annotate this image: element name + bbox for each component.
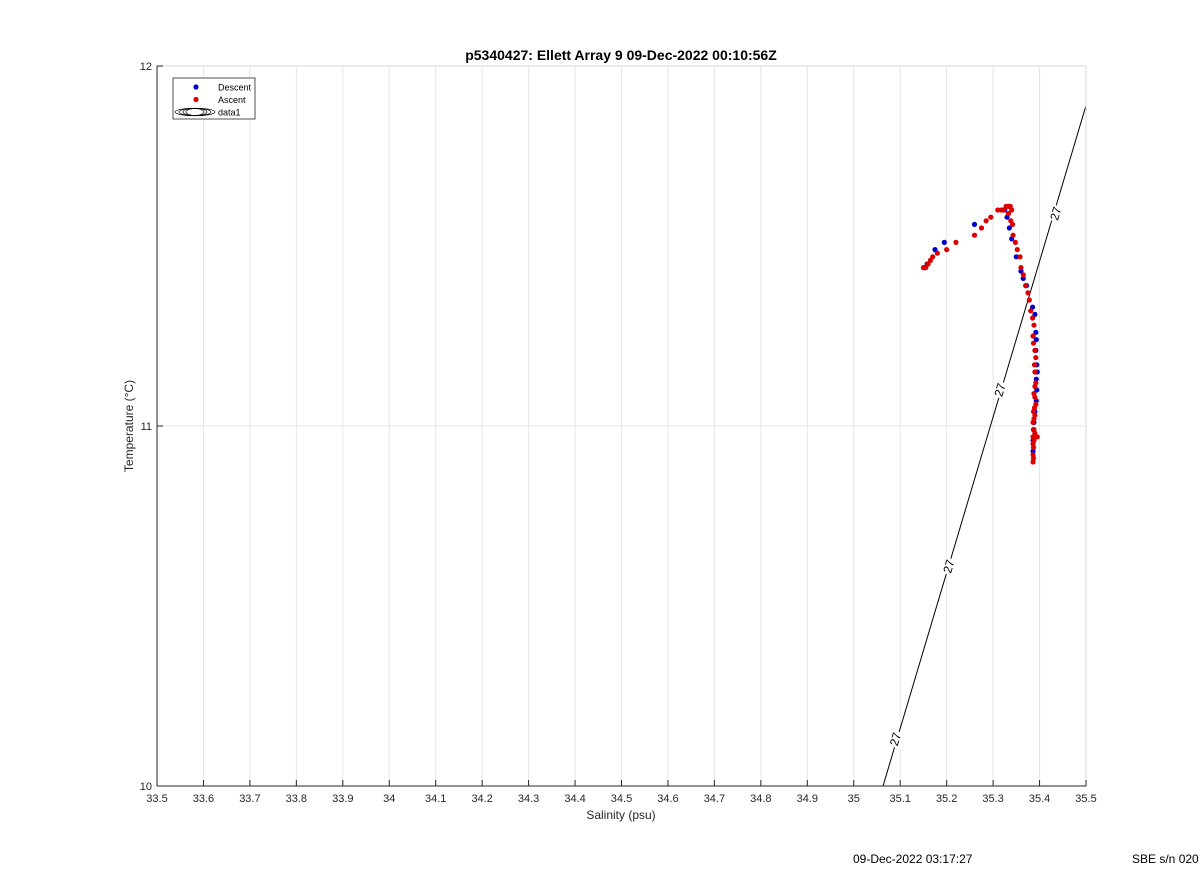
ascent-point (1023, 283, 1029, 289)
plot-area: 27 27 27 27 (156, 65, 1087, 787)
data-points (920, 203, 1040, 465)
contour-label-mask (991, 380, 1010, 400)
x-tick-label: 34.2 (471, 793, 492, 805)
ascent-point (1032, 347, 1038, 353)
ascent-point (1030, 340, 1037, 346)
x-tick-label: 35.3 (982, 793, 1003, 805)
ascent-point (1026, 297, 1032, 303)
instrument-serial: SBE s/n 020 (1132, 852, 1199, 866)
legend-label-descent: Descent (218, 83, 252, 93)
ascent-point (1009, 207, 1015, 213)
contour-label: 27 (1047, 205, 1064, 222)
ascent-point (1014, 247, 1020, 253)
chart-title: p5340427: Ellett Array 9 09-Dec-2022 00:… (465, 47, 777, 63)
legend-contour-icon (185, 108, 205, 116)
ascent-point (1000, 207, 1006, 213)
x-axis-label: Salinity (psu) (586, 808, 655, 822)
legend-label-ascent: Ascent (218, 95, 246, 105)
contour-label: 27 (940, 558, 957, 575)
legend: Descent Ascent data1 (172, 77, 256, 120)
ascent-point (1010, 232, 1016, 238)
ascent-point (971, 232, 978, 238)
legend-label-data1: data1 (218, 108, 241, 118)
y-tick-label: 10 (140, 781, 152, 793)
x-tick-label: 33.9 (332, 793, 353, 805)
grid-lines (157, 66, 1086, 786)
ascent-point (1032, 394, 1038, 400)
ascent-point (1031, 322, 1037, 328)
descent-point (1013, 254, 1019, 260)
descent-point (1033, 337, 1039, 343)
ascent-point (934, 250, 940, 256)
x-axis-ticks: 33.5 33.6 33.7 33.8 33.9 34 34.1 34.2 34.3 34.4 34… (146, 780, 1097, 805)
ascent-point (1018, 265, 1024, 271)
ascent-point (983, 218, 989, 224)
x-tick-label: 34.6 (657, 793, 678, 805)
x-tick-label: 35.1 (889, 793, 910, 805)
ascent-point (1025, 290, 1031, 296)
ascent-point (953, 239, 959, 245)
ascent-point (1012, 239, 1018, 245)
ascent-point (1030, 419, 1036, 425)
descent-point (1033, 329, 1039, 335)
ascent-point (1033, 355, 1039, 361)
ascent-point (1030, 333, 1036, 339)
x-tick-label: 33.8 (286, 793, 307, 805)
ascent-point (995, 207, 1001, 213)
x-tick-label: 34.8 (750, 793, 771, 805)
ascent-point (1010, 221, 1016, 227)
descent-point (971, 221, 978, 227)
contour-label-mask (886, 729, 905, 749)
ascent-point (1005, 211, 1012, 217)
legend-box (172, 77, 256, 120)
x-tick-label: 34.9 (797, 793, 818, 805)
x-tick-label: 34.3 (518, 793, 539, 805)
ascent-point (944, 247, 950, 253)
ascent-point (1030, 445, 1037, 451)
print-timestamp: 09-Dec-2022 03:17:27 (853, 852, 973, 866)
x-tick-label: 35.5 (1075, 793, 1096, 805)
ascent-point (1028, 308, 1034, 314)
contour-label-mask (939, 556, 958, 577)
x-tick-label: 34.5 (611, 793, 632, 805)
descent-point (941, 239, 947, 245)
ascent-point (1034, 434, 1040, 440)
x-tick-label: 34.7 (704, 793, 725, 805)
legend-marker-ascent (193, 96, 199, 103)
ascent-point (1031, 362, 1038, 368)
y-axis-label: Temperature (°C) (122, 380, 136, 472)
x-tick-label: 35 (848, 793, 860, 805)
contour-label: 27 (991, 381, 1008, 398)
ascent-point (1017, 254, 1023, 260)
ascent-point (1032, 369, 1038, 375)
ascent-point (1030, 459, 1036, 465)
x-tick-label: 34 (383, 793, 395, 805)
legend-marker-descent (193, 84, 199, 90)
x-tick-label: 33.6 (193, 793, 214, 805)
series-ascent (920, 203, 1040, 465)
contour-label: 27 (887, 730, 904, 747)
descent-point (1006, 225, 1012, 231)
ascent-point (978, 225, 985, 231)
ascent-point (988, 214, 994, 220)
x-tick-label: 35.2 (936, 793, 957, 805)
ascent-point (930, 254, 936, 260)
y-tick-label: 11 (141, 421, 152, 433)
x-tick-label: 35.4 (1029, 793, 1050, 805)
ascent-point (1020, 272, 1026, 278)
ascent-point (1029, 315, 1036, 321)
x-tick-label: 33.7 (239, 793, 260, 805)
x-tick-label: 34.1 (425, 793, 446, 805)
density-contour: 27 27 27 27 (882, 105, 1087, 787)
y-axis-ticks: 10 11 12 (140, 61, 163, 793)
contour-label-mask (1046, 203, 1065, 224)
descent-point (1020, 275, 1026, 281)
x-tick-label: 34.4 (564, 793, 585, 805)
ascent-point (1032, 383, 1038, 389)
y-tick-label: 12 (140, 61, 152, 73)
x-tick-label: 33.5 (146, 793, 167, 805)
